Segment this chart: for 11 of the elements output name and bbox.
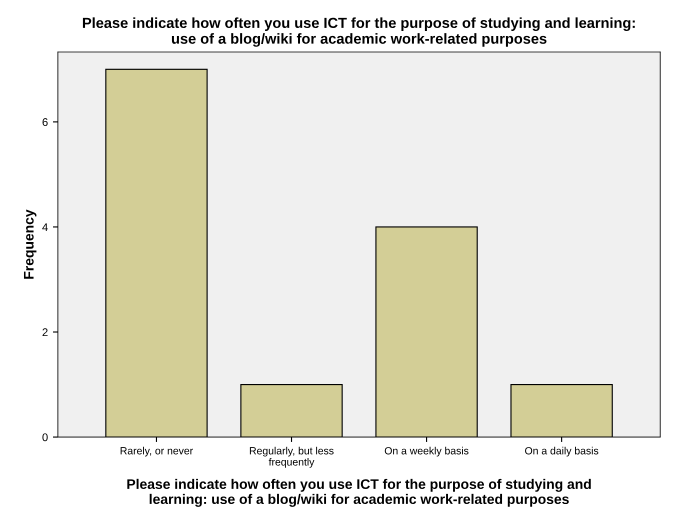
y-axis-title: Frequency (24, 210, 36, 279)
x-axis-title: Please indicate how often you use ICT for the purpose of studying and learning: use of a blog/wiki for academic work-related purposes (127, 478, 591, 507)
x-tick-label: On a weekly basis (384, 446, 468, 456)
chart-title: Please indicate how often you use ICT for the purpose of studying and learning: use of a blog/wiki for academic work-related purposes (82, 17, 635, 47)
y-tick-label: 0 (42, 433, 48, 442)
x-tick-label: Rarely, or never (120, 446, 193, 456)
y-tick-label: 2 (42, 328, 48, 336)
y-tick-label: 4 (42, 223, 48, 231)
y-tick-label: 6 (42, 118, 48, 126)
x-tick-label: On a daily basis (525, 446, 598, 456)
x-tick-label: Regularly, but less frequently (250, 446, 334, 468)
